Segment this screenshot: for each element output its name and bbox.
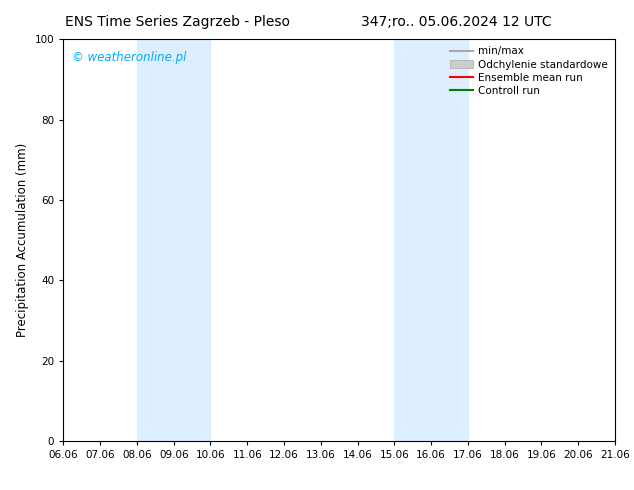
Bar: [137, 39, 210, 441]
Bar: [394, 39, 468, 441]
Y-axis label: Precipitation Accumulation (mm): Precipitation Accumulation (mm): [16, 143, 29, 337]
Text: © weatheronline.pl: © weatheronline.pl: [72, 51, 186, 64]
Text: 347;ro.. 05.06.2024 12 UTC: 347;ro.. 05.06.2024 12 UTC: [361, 15, 552, 29]
Text: ENS Time Series Zagrzeb - Pleso: ENS Time Series Zagrzeb - Pleso: [65, 15, 290, 29]
Legend: min/max, Odchylenie standardowe, Ensemble mean run, Controll run: min/max, Odchylenie standardowe, Ensembl…: [446, 42, 612, 100]
